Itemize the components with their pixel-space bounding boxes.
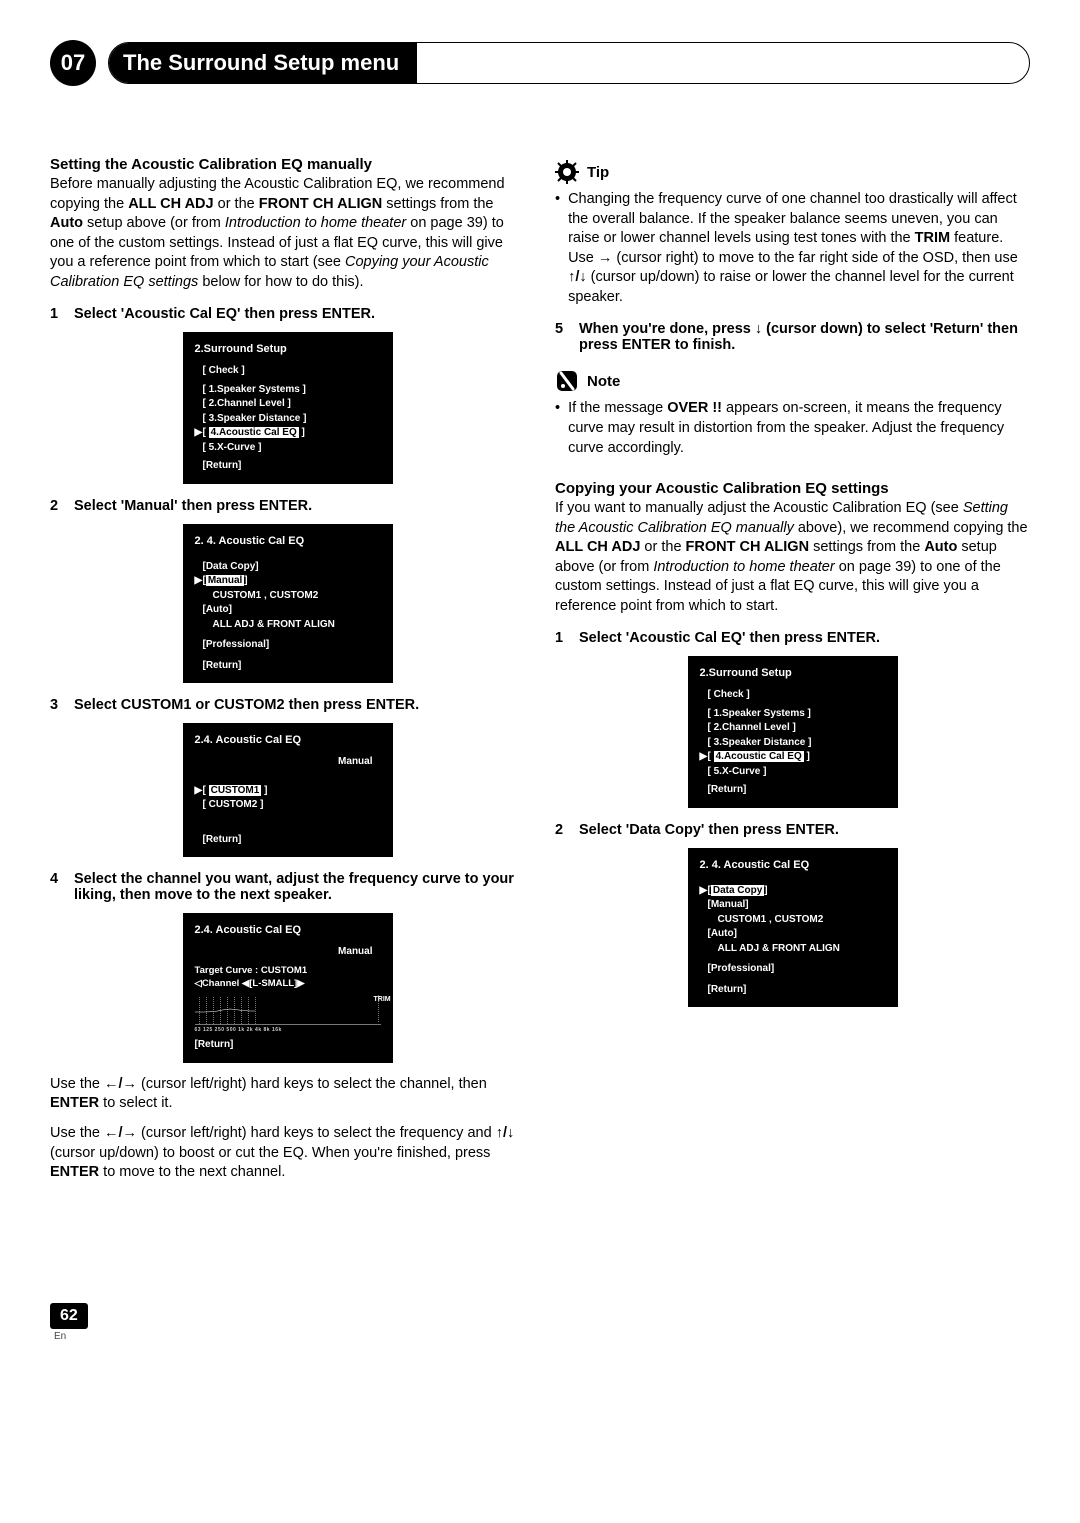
chapter-number-badge: 07 — [50, 40, 96, 86]
usage-para-2: Use the ←/→ (cursor left/right) hard key… — [50, 1124, 525, 1183]
step-3: 3Select CUSTOM1 or CUSTOM2 then press EN… — [50, 697, 525, 713]
right-column: Tip • Changing the frequency curve of on… — [555, 156, 1030, 1183]
step-4: 4Select the channel you want, adjust the… — [50, 871, 525, 903]
step-5: 5When you're done, press ↓ (cursor down)… — [555, 321, 1030, 353]
osd-screenshot-2: 2. 4. Acoustic Cal EQ [Data Copy] ▶[Manu… — [183, 524, 393, 683]
usage-para-1: Use the ←/→ (cursor left/right) hard key… — [50, 1075, 525, 1114]
language-code: En — [54, 1331, 1030, 1342]
copy-step-2: 2Select 'Data Copy' then press ENTER. — [555, 822, 1030, 838]
intro-paragraph: Before manually adjusting the Acoustic C… — [50, 175, 525, 292]
page-footer: 62 En — [50, 1303, 1030, 1342]
note-heading: Note — [555, 369, 1030, 393]
left-column: Setting the Acoustic Calibration EQ manu… — [50, 156, 525, 1183]
section-heading-copy-eq: Copying your Acoustic Calibration EQ set… — [555, 480, 1030, 497]
osd-screenshot-6: 2. 4. Acoustic Cal EQ ▶[Data Copy] [Manu… — [688, 848, 898, 1007]
tip-heading: Tip — [555, 160, 1030, 184]
chapter-header: 07 The Surround Setup menu — [50, 40, 1030, 86]
section-heading-manual-eq: Setting the Acoustic Calibration EQ manu… — [50, 156, 525, 173]
step-1: 1Select 'Acoustic Cal EQ' then press ENT… — [50, 306, 525, 322]
copy-step-1: 1Select 'Acoustic Cal EQ' then press ENT… — [555, 630, 1030, 646]
chapter-title: The Surround Setup menu — [109, 43, 417, 83]
note-bullet: • If the message OVER !! appears on-scre… — [555, 399, 1030, 458]
note-icon — [555, 369, 579, 393]
osd-screenshot-3: 2.4. Acoustic Cal EQ Manual ▶[ CUSTOM1 ]… — [183, 723, 393, 857]
step-2: 2Select 'Manual' then press ENTER. — [50, 498, 525, 514]
osd-screenshot-1: 2.Surround Setup [ Check ] [ 1.Speaker S… — [183, 332, 393, 483]
tip-bullet: • Changing the frequency curve of one ch… — [555, 190, 1030, 307]
osd-screenshot-5: 2.Surround Setup [ Check ] [ 1.Speaker S… — [688, 656, 898, 807]
tip-label: Tip — [587, 164, 609, 181]
tip-icon — [555, 160, 579, 184]
copy-intro-paragraph: If you want to manually adjust the Acous… — [555, 499, 1030, 616]
chapter-title-bar: The Surround Setup menu — [108, 42, 1030, 84]
osd-screenshot-4: 2.4. Acoustic Cal EQ Manual Target Curve… — [183, 913, 393, 1063]
note-label: Note — [587, 373, 620, 390]
page-number: 62 — [50, 1303, 88, 1329]
